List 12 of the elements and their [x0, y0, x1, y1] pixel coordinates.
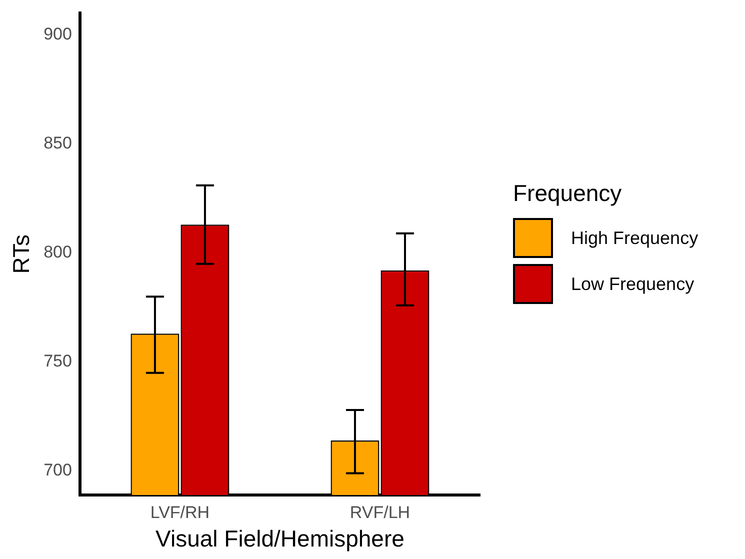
- y-tick-label: 800: [44, 242, 72, 262]
- y-tick-label: 750: [44, 352, 72, 371]
- legend-title: Frequency: [513, 180, 623, 207]
- y-tick-label: 900: [44, 24, 72, 44]
- y-tick-label: 700: [44, 460, 72, 480]
- x-tick-label: LVF/RH: [150, 502, 210, 522]
- y-tick-label: 850: [44, 134, 72, 153]
- legend-label: High Frequency: [571, 228, 698, 248]
- y-axis-title: RTs: [8, 234, 34, 274]
- x-tick-label: RVF/LH: [350, 502, 410, 522]
- x-axis-title: Visual Field/Hemisphere: [156, 526, 404, 552]
- legend-label: Low Frequency: [571, 274, 694, 294]
